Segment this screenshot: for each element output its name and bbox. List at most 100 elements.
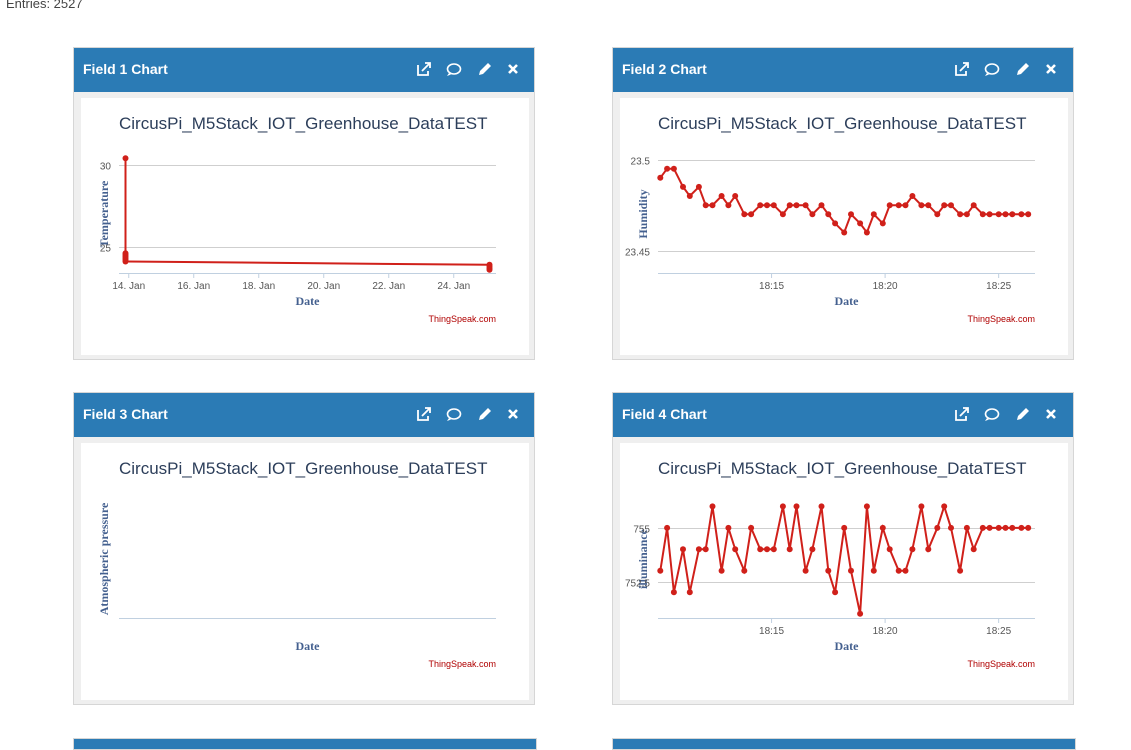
data-point <box>741 211 748 218</box>
data-point <box>941 503 948 510</box>
data-point <box>870 211 877 218</box>
series-line <box>124 158 491 270</box>
data-point <box>934 524 941 531</box>
data-point <box>732 546 739 553</box>
close-icon[interactable] <box>1040 403 1062 425</box>
panel-title: Field 1 Chart <box>83 61 168 77</box>
data-point <box>995 524 1002 531</box>
data-point <box>664 524 671 531</box>
data-point <box>832 220 839 227</box>
x-tick-label: 22. Jan <box>372 281 405 292</box>
series-line <box>659 167 1029 235</box>
data-point <box>686 193 693 199</box>
panel-title: Field 3 Chart <box>83 406 168 422</box>
x-tick-label: 18:25 <box>986 626 1011 637</box>
thingspeak-credit: ThingSpeak.com <box>428 659 496 669</box>
y-tick-label: 25 <box>100 244 112 255</box>
panel-title: Field 2 Chart <box>622 61 707 77</box>
chart-area: CircusPi_M5Stack_IOT_Greenhouse_DataTEST… <box>620 443 1068 700</box>
thingspeak-credit: ThingSpeak.com <box>967 659 1035 669</box>
y-tick-label: 23.45 <box>625 248 650 259</box>
x-axis-label: Date <box>835 639 860 653</box>
field-6-chart-panel-header <box>612 738 1076 750</box>
close-icon[interactable] <box>502 403 524 425</box>
data-point <box>770 202 777 209</box>
y-tick-label: 30 <box>100 162 112 173</box>
comment-icon[interactable] <box>443 403 465 425</box>
data-point <box>841 229 848 236</box>
data-point <box>825 211 832 218</box>
data-point <box>702 546 709 553</box>
data-point <box>832 589 839 596</box>
data-point <box>902 567 909 574</box>
x-axis-label: Date <box>835 294 860 308</box>
chart-area: CircusPi_M5Stack_IOT_Greenhouse_DataTEST… <box>620 98 1068 355</box>
data-point <box>709 202 716 209</box>
pencil-icon[interactable] <box>1011 403 1033 425</box>
data-point <box>870 567 877 574</box>
external-link-icon[interactable] <box>951 58 973 80</box>
data-point <box>732 193 739 199</box>
data-point <box>779 503 786 510</box>
data-point <box>764 546 770 553</box>
data-point <box>857 220 864 227</box>
data-point <box>895 567 902 574</box>
data-point <box>786 202 793 209</box>
data-point <box>986 524 993 531</box>
x-axis-label: Date <box>296 639 321 653</box>
chart-title: CircusPi_M5Stack_IOT_Greenhouse_DataTEST <box>119 459 488 478</box>
data-point <box>725 202 732 209</box>
comment-icon[interactable] <box>981 403 1003 425</box>
data-point <box>664 165 671 172</box>
external-link-icon[interactable] <box>951 403 973 425</box>
data-point <box>670 165 677 172</box>
data-point <box>970 546 977 553</box>
data-point <box>695 546 702 553</box>
data-point <box>886 546 893 553</box>
comment-icon[interactable] <box>443 58 465 80</box>
field-3-chart-panel: Field 3 Chart CircusPi_M5Stack_IOT_Green… <box>73 392 535 705</box>
external-link-icon[interactable] <box>413 58 435 80</box>
data-point <box>657 567 664 574</box>
y-tick-label: 755 <box>633 525 650 536</box>
pencil-icon[interactable] <box>1011 58 1033 80</box>
y-axis-label: illuminance <box>636 528 650 589</box>
pencil-icon[interactable] <box>473 58 495 80</box>
data-point <box>857 610 864 617</box>
chart-svg: CircusPi_M5Stack_IOT_Greenhouse_DataTEST… <box>97 459 496 669</box>
comment-icon[interactable] <box>981 58 1003 80</box>
close-icon[interactable] <box>502 58 524 80</box>
panel-header: Field 3 Chart <box>74 393 534 437</box>
field-5-chart-panel-header <box>73 738 537 750</box>
x-tick-label: 18. Jan <box>242 281 275 292</box>
data-point <box>818 503 825 510</box>
series-line <box>659 503 1029 614</box>
field-4-chart-panel: Field 4 Chart CircusPi_M5Stack_IOT_Green… <box>612 392 1074 705</box>
data-point <box>680 183 686 190</box>
data-point <box>825 567 832 574</box>
data-point <box>718 193 725 199</box>
y-axis-label: Humidity <box>636 189 650 238</box>
close-icon[interactable] <box>1040 58 1062 80</box>
x-tick-label: 18:25 <box>986 281 1011 292</box>
data-point <box>879 524 886 531</box>
x-tick-label: 20. Jan <box>307 281 340 292</box>
data-point <box>757 546 764 553</box>
data-point <box>809 211 816 218</box>
data-point <box>841 524 848 531</box>
data-point <box>670 589 677 596</box>
external-link-icon[interactable] <box>413 403 435 425</box>
chart-svg: CircusPi_M5Stack_IOT_Greenhouse_DataTEST… <box>97 114 496 324</box>
x-tick-label: 16. Jan <box>177 281 210 292</box>
data-point <box>879 220 886 227</box>
data-point <box>725 524 732 531</box>
chart-area: CircusPi_M5Stack_IOT_Greenhouse_DataTEST… <box>81 98 529 355</box>
data-point <box>764 202 770 209</box>
data-point <box>122 258 129 265</box>
y-tick-label: 23.5 <box>631 157 651 168</box>
y-tick-label: 752.5 <box>625 579 650 590</box>
data-point <box>802 567 809 574</box>
pencil-icon[interactable] <box>473 403 495 425</box>
data-point <box>818 202 825 209</box>
panel-title: Field 4 Chart <box>622 406 707 422</box>
